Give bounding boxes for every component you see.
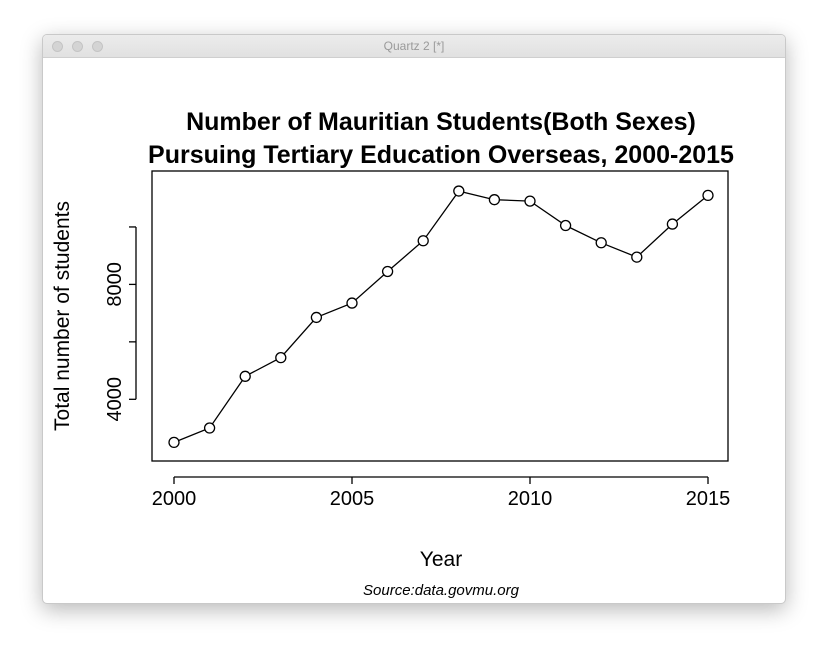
x-tick-label: 2015 (686, 488, 731, 510)
data-point (381, 265, 394, 278)
data-point (417, 235, 429, 247)
data-point (310, 311, 323, 324)
data-point (346, 297, 358, 309)
data-point (631, 251, 643, 263)
title-bar[interactable]: Quartz 2 [*] (43, 35, 785, 58)
data-point (595, 237, 607, 249)
x-tick-label: 2005 (330, 488, 375, 510)
data-point (203, 422, 216, 434)
axes: 2000 2005 2010 2015 4000 8000 (104, 226, 731, 510)
data-point (488, 194, 501, 206)
y-tick-label: 4000 (104, 377, 126, 422)
data-point (559, 219, 572, 232)
x-tick-label: 2010 (508, 488, 553, 510)
chart: Number of Mauritian Students(Both Sexes)… (51, 108, 734, 599)
minimize-window-icon[interactable] (72, 41, 83, 52)
chart-title-line-2: Pursuing Tertiary Education Overseas, 20… (148, 141, 734, 169)
close-window-icon[interactable] (52, 41, 63, 52)
data-point (275, 351, 287, 364)
y-axis-label: Total number of students (51, 201, 74, 431)
data-point (702, 189, 714, 202)
data-point (524, 195, 536, 207)
plot-frame (151, 170, 729, 462)
data-point (168, 436, 180, 449)
data-point (239, 370, 251, 382)
y-tick-label: 8000 (104, 262, 126, 307)
x-tick-label: 2000 (152, 488, 197, 510)
data-point (666, 218, 679, 230)
x-axis-label: Year (420, 548, 462, 571)
series-line (173, 190, 709, 444)
data-point (453, 185, 465, 197)
chart-title-line-1: Number of Mauritian Students(Both Sexes) (186, 108, 696, 136)
plot-window: Quartz 2 [*] Number of Mauritian Student… (42, 34, 786, 604)
window-title: Quartz 2 [*] (383, 39, 445, 53)
zoom-window-icon[interactable] (92, 41, 103, 52)
data-markers (168, 185, 714, 449)
source-note: Source:data.govmu.org (363, 582, 520, 599)
